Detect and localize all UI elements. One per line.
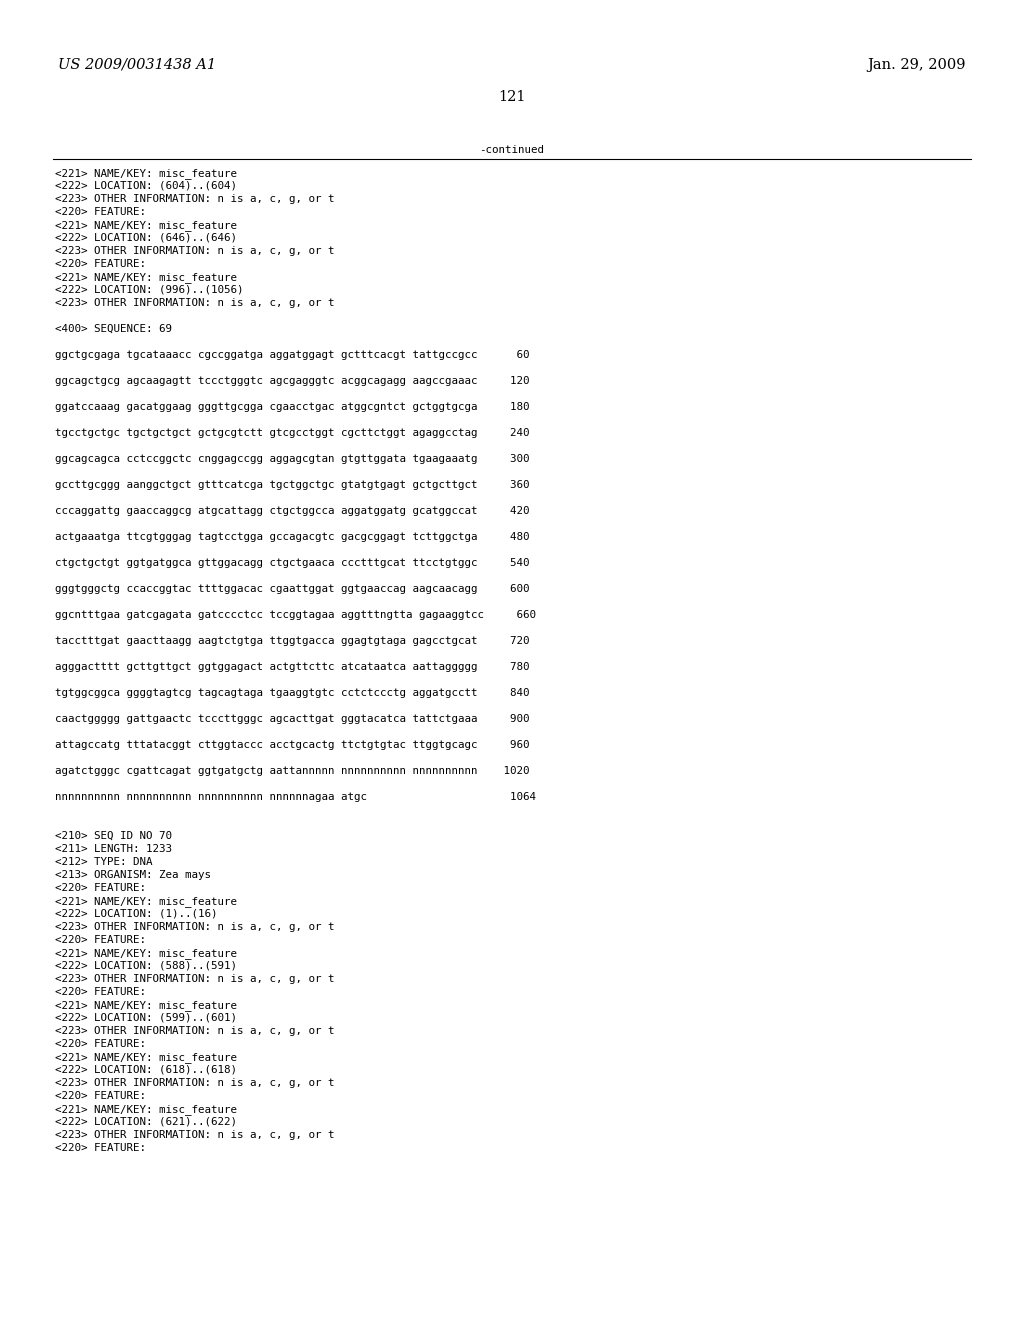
Text: <222> LOCATION: (996)..(1056): <222> LOCATION: (996)..(1056) [55,285,244,294]
Text: Jan. 29, 2009: Jan. 29, 2009 [867,58,966,73]
Text: <221> NAME/KEY: misc_feature: <221> NAME/KEY: misc_feature [55,896,237,907]
Text: <222> LOCATION: (1)..(16): <222> LOCATION: (1)..(16) [55,909,217,919]
Text: ctgctgctgt ggtgatggca gttggacagg ctgctgaaca ccctttgcat ttcctgtggc     540: ctgctgctgt ggtgatggca gttggacagg ctgctga… [55,558,529,568]
Text: ggcntttgaa gatcgagata gatcccctcc tccggtagaa aggtttngtta gagaaggtcc     660: ggcntttgaa gatcgagata gatcccctcc tccggta… [55,610,536,620]
Text: attagccatg tttatacggt cttggtaccc acctgcactg ttctgtgtac ttggtgcagc     960: attagccatg tttatacggt cttggtaccc acctgca… [55,741,529,750]
Text: tgcctgctgc tgctgctgct gctgcgtctt gtcgcctggt cgcttctggt agaggcctag     240: tgcctgctgc tgctgctgct gctgcgtctt gtcgcct… [55,428,529,438]
Text: <221> NAME/KEY: misc_feature: <221> NAME/KEY: misc_feature [55,1001,237,1011]
Text: <223> OTHER INFORMATION: n is a, c, g, or t: <223> OTHER INFORMATION: n is a, c, g, o… [55,921,335,932]
Text: <213> ORGANISM: Zea mays: <213> ORGANISM: Zea mays [55,870,211,880]
Text: <223> OTHER INFORMATION: n is a, c, g, or t: <223> OTHER INFORMATION: n is a, c, g, o… [55,1078,335,1088]
Text: <223> OTHER INFORMATION: n is a, c, g, or t: <223> OTHER INFORMATION: n is a, c, g, o… [55,974,335,983]
Text: <221> NAME/KEY: misc_feature: <221> NAME/KEY: misc_feature [55,1104,237,1115]
Text: <222> LOCATION: (599)..(601): <222> LOCATION: (599)..(601) [55,1012,237,1023]
Text: <220> FEATURE:: <220> FEATURE: [55,935,146,945]
Text: caactggggg gattgaactc tcccttgggc agcacttgat gggtacatca tattctgaaa     900: caactggggg gattgaactc tcccttgggc agcactt… [55,714,529,723]
Text: <220> FEATURE:: <220> FEATURE: [55,987,146,997]
Text: <222> LOCATION: (646)..(646): <222> LOCATION: (646)..(646) [55,234,237,243]
Text: <222> LOCATION: (588)..(591): <222> LOCATION: (588)..(591) [55,961,237,972]
Text: <210> SEQ ID NO 70: <210> SEQ ID NO 70 [55,832,172,841]
Text: <220> FEATURE:: <220> FEATURE: [55,259,146,269]
Text: gccttgcggg aanggctgct gtttcatcga tgctggctgc gtatgtgagt gctgcttgct     360: gccttgcggg aanggctgct gtttcatcga tgctggc… [55,480,529,490]
Text: <220> FEATURE:: <220> FEATURE: [55,1039,146,1049]
Text: <220> FEATURE:: <220> FEATURE: [55,207,146,216]
Text: <212> TYPE: DNA: <212> TYPE: DNA [55,857,153,867]
Text: tacctttgat gaacttaagg aagtctgtga ttggtgacca ggagtgtaga gagcctgcat     720: tacctttgat gaacttaagg aagtctgtga ttggtga… [55,636,529,645]
Text: <221> NAME/KEY: misc_feature: <221> NAME/KEY: misc_feature [55,1052,237,1063]
Text: <223> OTHER INFORMATION: n is a, c, g, or t: <223> OTHER INFORMATION: n is a, c, g, o… [55,194,335,205]
Text: <221> NAME/KEY: misc_feature: <221> NAME/KEY: misc_feature [55,168,237,180]
Text: <223> OTHER INFORMATION: n is a, c, g, or t: <223> OTHER INFORMATION: n is a, c, g, o… [55,1026,335,1036]
Text: <223> OTHER INFORMATION: n is a, c, g, or t: <223> OTHER INFORMATION: n is a, c, g, o… [55,298,335,308]
Text: US 2009/0031438 A1: US 2009/0031438 A1 [58,58,216,73]
Text: nnnnnnnnnn nnnnnnnnnn nnnnnnnnnn nnnnnnagaa atgc                      1064: nnnnnnnnnn nnnnnnnnnn nnnnnnnnnn nnnnnna… [55,792,536,803]
Text: <400> SEQUENCE: 69: <400> SEQUENCE: 69 [55,323,172,334]
Text: <211> LENGTH: 1233: <211> LENGTH: 1233 [55,843,172,854]
Text: <223> OTHER INFORMATION: n is a, c, g, or t: <223> OTHER INFORMATION: n is a, c, g, o… [55,1130,335,1140]
Text: ggatccaaag gacatggaag gggttgcgga cgaacctgac atggcgntct gctggtgcga     180: ggatccaaag gacatggaag gggttgcgga cgaacct… [55,403,529,412]
Text: agatctgggc cgattcagat ggtgatgctg aattannnnn nnnnnnnnnn nnnnnnnnnn    1020: agatctgggc cgattcagat ggtgatgctg aattann… [55,766,529,776]
Text: <220> FEATURE:: <220> FEATURE: [55,1143,146,1152]
Text: ggcagctgcg agcaagagtt tccctgggtc agcgagggtc acggcagagg aagccgaaac     120: ggcagctgcg agcaagagtt tccctgggtc agcgagg… [55,376,529,385]
Text: <220> FEATURE:: <220> FEATURE: [55,1092,146,1101]
Text: ggctgcgaga tgcataaacc cgccggatga aggatggagt gctttcacgt tattgccgcc      60: ggctgcgaga tgcataaacc cgccggatga aggatgg… [55,350,529,360]
Text: gggtgggctg ccaccggtac ttttggacac cgaattggat ggtgaaccag aagcaacagg     600: gggtgggctg ccaccggtac ttttggacac cgaattg… [55,583,529,594]
Text: <220> FEATURE:: <220> FEATURE: [55,883,146,894]
Text: <222> LOCATION: (618)..(618): <222> LOCATION: (618)..(618) [55,1065,237,1074]
Text: <221> NAME/KEY: misc_feature: <221> NAME/KEY: misc_feature [55,272,237,282]
Text: tgtggcggca ggggtagtcg tagcagtaga tgaaggtgtc cctctccctg aggatgcctt     840: tgtggcggca ggggtagtcg tagcagtaga tgaaggt… [55,688,529,698]
Text: 121: 121 [499,90,525,104]
Text: <222> LOCATION: (604)..(604): <222> LOCATION: (604)..(604) [55,181,237,191]
Text: actgaaatga ttcgtgggag tagtcctgga gccagacgtc gacgcggagt tcttggctga     480: actgaaatga ttcgtgggag tagtcctgga gccagac… [55,532,529,543]
Text: <223> OTHER INFORMATION: n is a, c, g, or t: <223> OTHER INFORMATION: n is a, c, g, o… [55,246,335,256]
Text: agggactttt gcttgttgct ggtggagact actgttcttc atcataatca aattaggggg     780: agggactttt gcttgttgct ggtggagact actgttc… [55,663,529,672]
Text: ggcagcagca cctccggctc cnggagccgg aggagcgtan gtgttggata tgaagaaatg     300: ggcagcagca cctccggctc cnggagccgg aggagcg… [55,454,529,465]
Text: -continued: -continued [479,145,545,154]
Text: cccaggattg gaaccaggcg atgcattagg ctgctggcca aggatggatg gcatggccat     420: cccaggattg gaaccaggcg atgcattagg ctgctgg… [55,506,529,516]
Text: <222> LOCATION: (621)..(622): <222> LOCATION: (621)..(622) [55,1117,237,1127]
Text: <221> NAME/KEY: misc_feature: <221> NAME/KEY: misc_feature [55,220,237,231]
Text: <221> NAME/KEY: misc_feature: <221> NAME/KEY: misc_feature [55,948,237,958]
